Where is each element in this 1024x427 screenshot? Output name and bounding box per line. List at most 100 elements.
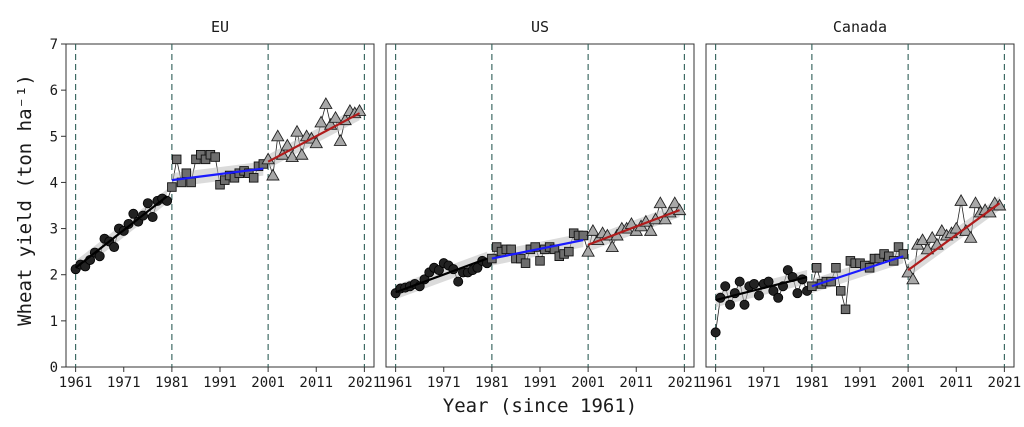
data-point-1976 xyxy=(142,198,153,209)
panel-strip xyxy=(386,12,694,44)
x-tick-label-1961: 1961 xyxy=(379,375,413,391)
data-point-1988 xyxy=(520,258,531,268)
trend-line-period-3 xyxy=(267,112,361,163)
data-point-2012 xyxy=(954,193,968,206)
y-tick-label-2: 2 xyxy=(50,268,58,284)
data-point-1981 xyxy=(167,182,177,192)
x-tick-label-2001: 2001 xyxy=(891,375,925,391)
data-point-1997 xyxy=(564,246,574,257)
x-tick-label-1981: 1981 xyxy=(475,375,509,391)
trend-line-period-3 xyxy=(907,202,1001,271)
panel-strip-label: US xyxy=(531,18,549,36)
x-tick-label-1981: 1981 xyxy=(155,375,189,391)
data-point-1999 xyxy=(893,242,904,252)
data-point-1961 xyxy=(710,327,721,338)
data-point-1970 xyxy=(753,290,764,301)
data-point-1990 xyxy=(210,152,220,162)
x-tick-label-1971: 1971 xyxy=(747,375,781,391)
panel-frame xyxy=(385,43,695,368)
data-point-2002 xyxy=(906,272,920,285)
data-point-2015 xyxy=(968,196,983,209)
x-tick-label-1961: 1961 xyxy=(59,375,93,391)
y-tick-label-7: 7 xyxy=(50,37,58,53)
panel-frame xyxy=(705,43,1015,368)
x-tick-label-1981: 1981 xyxy=(795,375,829,391)
x-tick-label-2001: 2001 xyxy=(571,375,605,391)
trend-line-period-3 xyxy=(587,209,680,246)
x-tick-label-1991: 1991 xyxy=(843,375,877,391)
panel-strip-label: Canada xyxy=(833,18,887,36)
data-point-1977 xyxy=(147,212,158,223)
data-point-1974 xyxy=(453,276,464,287)
data-point-1964 xyxy=(725,299,736,310)
data-point-1969 xyxy=(749,278,760,289)
panel-strip-label: EU xyxy=(211,18,229,36)
y-tick-label-6: 6 xyxy=(50,83,58,99)
data-point-1982 xyxy=(171,154,182,165)
data-point-2008 xyxy=(295,147,309,160)
data-point-1978 xyxy=(792,288,803,299)
data-point-1985 xyxy=(506,244,516,255)
x-tick-label-2021: 2021 xyxy=(668,375,702,391)
data-point-1987 xyxy=(836,286,846,296)
y-tick-label-0: 0 xyxy=(50,360,58,376)
y-axis: 0 1 2 3 4 5 6 7 xyxy=(50,37,66,376)
y-tick-label-4: 4 xyxy=(50,175,58,191)
panel-strip xyxy=(66,12,374,44)
data-point-2016 xyxy=(653,196,668,209)
data-point-2006 xyxy=(925,230,939,243)
data-point-2013 xyxy=(319,97,333,109)
data-point-2016 xyxy=(333,133,348,146)
data-point-2017 xyxy=(658,212,672,225)
data-point-1966 xyxy=(734,276,745,287)
data-point-1998 xyxy=(248,173,259,183)
trend-line-period-1 xyxy=(74,195,168,269)
data-point-2005 xyxy=(920,242,935,255)
data-point-1976 xyxy=(782,265,793,276)
x-tick-label-2021: 2021 xyxy=(988,375,1022,391)
data-point-2011 xyxy=(949,221,964,234)
data-point-2001 xyxy=(581,244,595,257)
trend-line-period-2 xyxy=(171,167,264,182)
x-tick-label-2011: 2011 xyxy=(619,375,653,391)
x-tick-label-1991: 1991 xyxy=(203,375,237,391)
data-point-2001 xyxy=(901,265,915,278)
data-point-1986 xyxy=(831,263,841,273)
data-point-1982 xyxy=(811,263,822,273)
data-point-1984 xyxy=(181,168,192,178)
x-tick-label-1991: 1991 xyxy=(523,375,557,391)
data-point-1988 xyxy=(840,304,851,315)
data-point-1969 xyxy=(109,242,120,253)
data-point-2006 xyxy=(285,150,299,163)
data-point-2003 xyxy=(270,129,285,142)
x-tick-label-2021: 2021 xyxy=(348,375,382,391)
panels-layer: EU 1961 1971 1981 1991 2001 2011 2021 US 1961 1971… xyxy=(59,12,1021,391)
panel-eu: EU 1961 1971 1981 1991 2001 2011 2021 xyxy=(59,12,381,391)
data-point-2006 xyxy=(605,240,619,252)
data-point-1966 xyxy=(94,251,105,262)
data-point-2011 xyxy=(309,136,324,149)
data-point-1974 xyxy=(773,292,784,303)
data-point-2020 xyxy=(352,104,367,116)
data-point-2005 xyxy=(280,138,295,151)
y-axis-title: Wheat yield (ton ha⁻¹) xyxy=(14,74,36,326)
trend-line-period-1 xyxy=(715,275,808,302)
x-tick-label-2011: 2011 xyxy=(299,375,333,391)
trend-line-period-1 xyxy=(395,257,488,294)
x-tick-label-2001: 2001 xyxy=(251,375,285,391)
x-axis-title: Year (since 1961) xyxy=(443,395,637,417)
panel-strip xyxy=(706,12,1014,44)
data-point-2000 xyxy=(898,249,909,259)
data-point-2007 xyxy=(290,124,304,137)
data-point-1963 xyxy=(720,281,731,292)
y-tick-label-5: 5 xyxy=(50,129,58,145)
data-point-2012 xyxy=(314,115,328,128)
data-point-2019 xyxy=(667,196,682,209)
data-point-1985 xyxy=(186,177,196,188)
data-point-2004 xyxy=(915,233,930,246)
data-point-2002 xyxy=(266,168,280,181)
y-tick-label-3: 3 xyxy=(50,222,58,238)
data-point-1970 xyxy=(433,265,444,276)
panel-canada: Canada 1961 1971 1981 1991 2001 2011 2021 xyxy=(699,12,1021,391)
